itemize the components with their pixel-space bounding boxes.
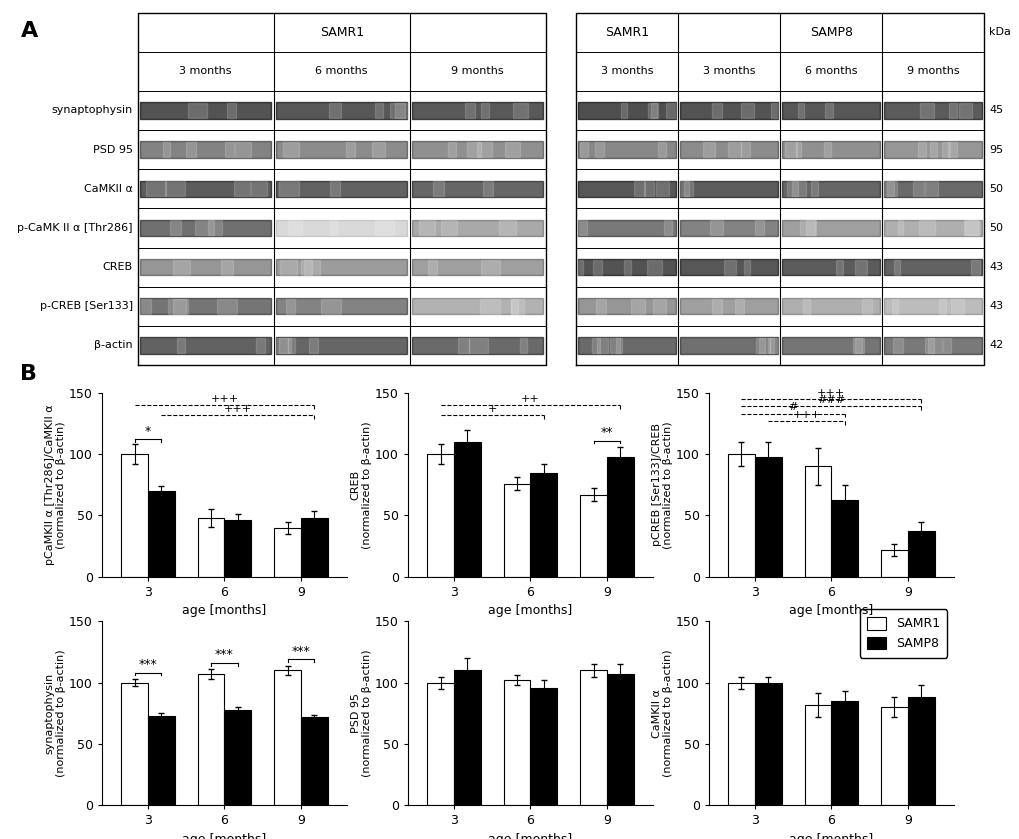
Text: CREB: CREB: [103, 262, 132, 272]
Bar: [121, 454, 148, 577]
Text: 6 months: 6 months: [804, 66, 857, 76]
Y-axis label: pCREB [Ser133]/CREB
(normalized to β-actin): pCREB [Ser133]/CREB (normalized to β-act…: [651, 421, 673, 549]
Bar: [754, 456, 781, 577]
Bar: [503, 483, 530, 577]
Text: #: #: [788, 403, 797, 413]
Text: 3 months: 3 months: [179, 66, 231, 76]
Text: 43: 43: [988, 301, 1003, 311]
Bar: [453, 670, 480, 805]
Bar: [907, 697, 933, 805]
Bar: [606, 456, 633, 577]
Bar: [274, 670, 301, 805]
Text: PSD 95: PSD 95: [93, 144, 132, 154]
Text: 3 months: 3 months: [702, 66, 755, 76]
Bar: [198, 675, 224, 805]
Text: ***: ***: [215, 649, 233, 661]
Text: β-actin: β-actin: [94, 341, 132, 351]
Text: 9 months: 9 months: [451, 66, 503, 76]
Bar: [301, 717, 327, 805]
Text: kDa: kDa: [988, 27, 1010, 37]
X-axis label: age [months]: age [months]: [789, 604, 872, 618]
Text: 6 months: 6 months: [315, 66, 368, 76]
Text: 50: 50: [988, 223, 1003, 233]
X-axis label: age [months]: age [months]: [789, 833, 872, 839]
Text: p-CREB [Ser133]: p-CREB [Ser133]: [40, 301, 132, 311]
Text: 42: 42: [988, 341, 1003, 351]
Text: ++: ++: [521, 393, 539, 404]
X-axis label: age [months]: age [months]: [182, 833, 266, 839]
Text: SAMP8: SAMP8: [809, 26, 852, 39]
Bar: [198, 518, 224, 577]
X-axis label: age [months]: age [months]: [488, 604, 572, 618]
Bar: [530, 472, 556, 577]
Bar: [754, 683, 781, 805]
Bar: [148, 716, 174, 805]
Bar: [148, 491, 174, 577]
Text: **: **: [600, 426, 612, 440]
Bar: [728, 683, 754, 805]
Text: p-CaMK II α [Thr286]: p-CaMK II α [Thr286]: [17, 223, 132, 233]
Bar: [804, 705, 830, 805]
Bar: [728, 454, 754, 577]
Bar: [907, 531, 933, 577]
Bar: [224, 710, 251, 805]
Bar: [530, 688, 556, 805]
Bar: [503, 680, 530, 805]
Y-axis label: pCaMKII α [Thr286]/CaMKII α
(normalized to β-actin): pCaMKII α [Thr286]/CaMKII α (normalized …: [45, 404, 66, 565]
Text: 95: 95: [988, 144, 1003, 154]
Text: *: *: [145, 425, 151, 438]
Bar: [427, 454, 453, 577]
Text: synaptophysin: synaptophysin: [51, 106, 132, 116]
Text: 43: 43: [988, 262, 1003, 272]
Bar: [453, 442, 480, 577]
Text: 3 months: 3 months: [600, 66, 653, 76]
Y-axis label: synaptophysin
(normalized to β-actin): synaptophysin (normalized to β-actin): [45, 649, 66, 777]
Bar: [830, 499, 857, 577]
Bar: [580, 495, 606, 577]
Legend: SAMR1, SAMP8: SAMR1, SAMP8: [859, 609, 947, 658]
Text: +++: +++: [792, 409, 819, 420]
Text: 45: 45: [988, 106, 1003, 116]
Y-axis label: PSD 95
(normalized to β-actin): PSD 95 (normalized to β-actin): [351, 649, 372, 777]
Bar: [804, 466, 830, 577]
Y-axis label: CaMKII α
(normalized to β-actin): CaMKII α (normalized to β-actin): [651, 649, 673, 777]
Text: A: A: [20, 21, 38, 41]
Bar: [580, 670, 606, 805]
Y-axis label: CREB
(normalized to β-actin): CREB (normalized to β-actin): [351, 421, 372, 549]
Bar: [301, 518, 327, 577]
Text: SAMR1: SAMR1: [319, 26, 364, 39]
Text: +++: +++: [223, 404, 252, 414]
Bar: [830, 701, 857, 805]
Text: ***: ***: [291, 644, 310, 658]
Bar: [274, 528, 301, 577]
Text: SAMR1: SAMR1: [604, 26, 649, 39]
Text: +++: +++: [816, 388, 845, 398]
Bar: [880, 707, 907, 805]
Text: 9 months: 9 months: [906, 66, 959, 76]
Bar: [121, 683, 148, 805]
X-axis label: age [months]: age [months]: [488, 833, 572, 839]
Bar: [224, 520, 251, 577]
Text: ###: ###: [816, 395, 845, 405]
Bar: [427, 683, 453, 805]
Bar: [880, 550, 907, 577]
Text: B: B: [20, 364, 38, 384]
Text: ***: ***: [139, 658, 157, 671]
Text: +++: +++: [210, 393, 238, 404]
X-axis label: age [months]: age [months]: [182, 604, 266, 618]
Text: 50: 50: [988, 184, 1003, 194]
Text: +: +: [487, 404, 496, 414]
Bar: [606, 675, 633, 805]
Text: CaMKII α: CaMKII α: [84, 184, 132, 194]
